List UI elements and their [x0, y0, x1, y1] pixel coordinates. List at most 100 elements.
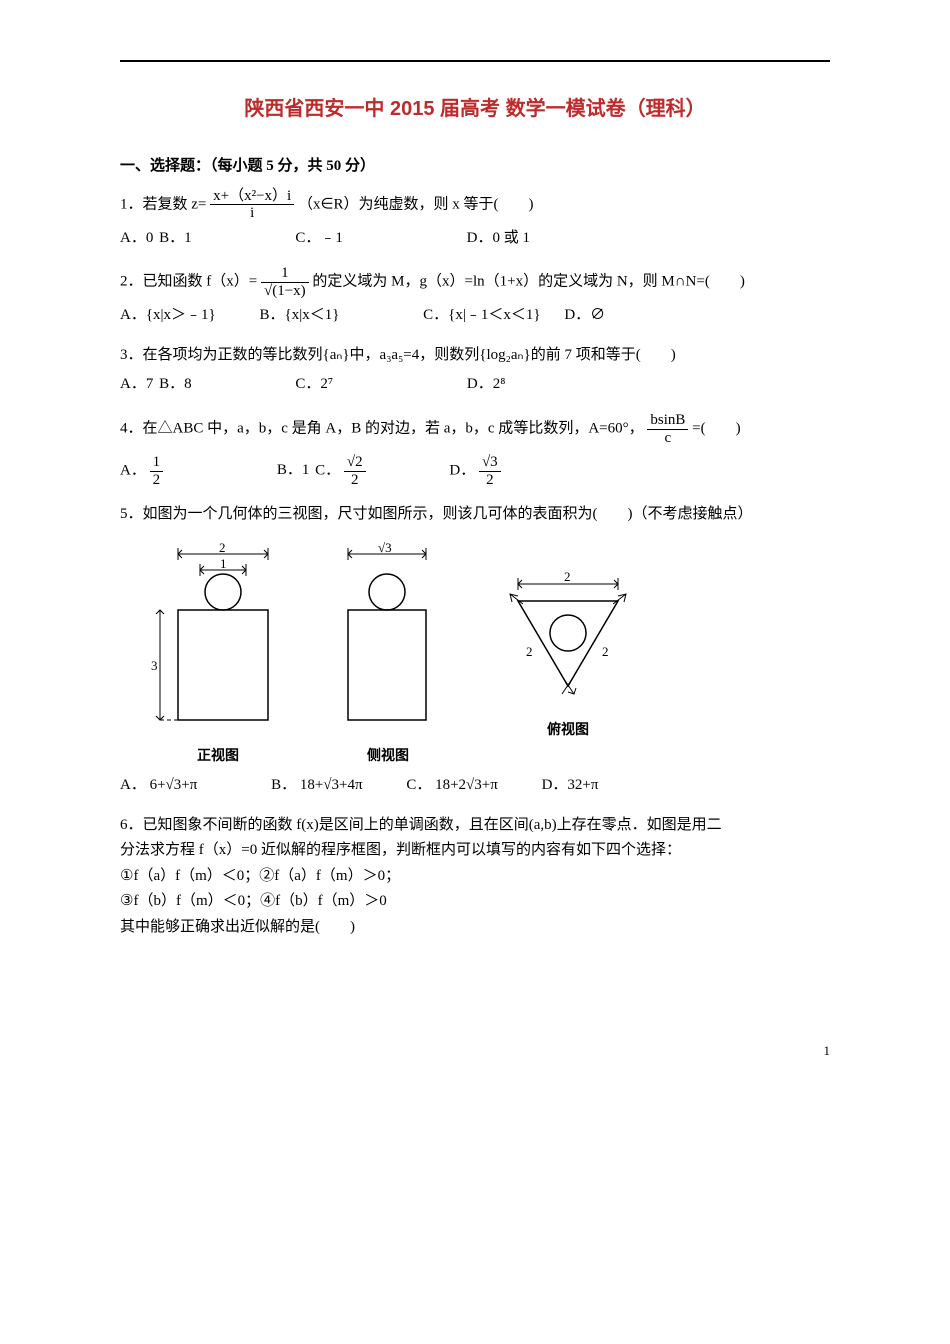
q5-a-label: A．	[120, 777, 146, 793]
q6-line2: 分法求方程 f（x）=0 近似解的程序框图，判断框内可以填写的内容有如下四个选择…	[120, 838, 830, 864]
q1-choice-c: C．﹣1	[295, 226, 343, 252]
q3-choice-a: A．7	[120, 372, 153, 398]
q5-b-expr: 18+√3+4π	[300, 777, 363, 793]
top-rule	[120, 60, 830, 62]
side-view-box: √3 侧视图	[328, 542, 448, 769]
q6-line1: 6．已知图象不间断的函数 f(x)是区间上的单调函数，且在区间(a,b)上存在零…	[120, 813, 830, 839]
q5-c-expr: 18+2√3+π	[435, 777, 498, 793]
side-dim-sqrt3: √3	[378, 542, 392, 555]
side-circle	[369, 574, 405, 610]
front-view-svg: 2 1 3	[148, 542, 288, 732]
q2-frac-den: √(1−x)	[261, 283, 309, 300]
q3-choice-c: C．2⁷	[295, 372, 333, 398]
q2-choice-c: C．{x|﹣1＜x＜1}	[423, 303, 540, 329]
q4-choice-c: C． √2 2	[315, 454, 366, 488]
q4-choice-b: B．1	[277, 458, 310, 484]
q2-choice-b: B．{x|x＜1}	[260, 303, 340, 329]
q4-c-label: C．	[315, 463, 340, 479]
question-5: 5．如图为一个几何体的三视图，尺寸如图所示，则该几可体的表面积为( )（不考虑接…	[120, 502, 830, 798]
side-rect	[348, 610, 426, 720]
q4-choice-a: A． 1 2	[120, 454, 163, 488]
q6-line5: 其中能够正确求出近似解的是( )	[120, 915, 830, 941]
q4-frac-den: c	[647, 430, 688, 447]
q5-a-expr: 6+√3+π	[150, 777, 198, 793]
question-1: 1．若复数 z= x+（x²−x）i i （x∈R）为纯虚数，则 x 等于( )…	[120, 188, 830, 252]
q4-c-den: 2	[344, 472, 366, 489]
q2-prefix: 2．已知函数	[120, 274, 203, 290]
q5-choice-a: A． 6+√3+π	[120, 773, 197, 799]
q2-choice-d: D．∅	[564, 303, 605, 329]
question-6: 6．已知图象不间断的函数 f(x)是区间上的单调函数，且在区间(a,b)上存在零…	[120, 813, 830, 941]
question-4: 4．在△ABC 中，a，b，c 是角 A，B 的对边，若 a，b，c 成等比数列…	[120, 412, 830, 488]
q4-fraction: bsinB c	[647, 412, 688, 446]
q1-fraction: x+（x²−x）i i	[210, 188, 294, 222]
q4-a-frac: 1 2	[150, 454, 164, 488]
top-circle	[550, 615, 586, 651]
front-dim-2: 2	[219, 542, 226, 555]
q5-b-label: B．	[271, 777, 296, 793]
q4-a-label: A．	[120, 463, 146, 479]
q4-d-num: √3	[479, 454, 501, 472]
top-view-caption: 俯视图	[488, 719, 648, 743]
q4-prefix: 4．在△ABC 中，a，b，c 是角 A，B 的对边，若 a，b，c 成等比数列…	[120, 421, 644, 437]
q4-c-num: √2	[344, 454, 366, 472]
three-view-diagram: 2 1 3	[148, 542, 830, 769]
page-title: 陕西省西安一中 2015 届高考 数学一模试卷（理科）	[120, 92, 830, 126]
q1-choices: A．0 B．1 C．﹣1 D．0 或 1	[120, 226, 830, 252]
q4-frac-num: bsinB	[647, 412, 688, 430]
q5-choice-d: D．32+π	[542, 773, 599, 799]
side-view-svg: √3	[328, 542, 448, 732]
q4-choice-d: D． √3 2	[449, 454, 500, 488]
q2-choice-a: A．{x|x＞﹣1}	[120, 303, 216, 329]
front-view-caption: 正视图	[148, 745, 288, 769]
q4-choices: A． 1 2 B．1 C． √2 2 D． √3 2	[120, 454, 830, 488]
q4-a-den: 2	[150, 472, 164, 489]
q1-choice-d: D．0 或 1	[467, 226, 530, 252]
q2-mid: 的定义域为 M，g（x）=ln（1+x）的定义域为 N，则 M∩N=( )	[312, 274, 744, 290]
q1-prefix: 1．若复数	[120, 196, 188, 212]
q1-frac-num: x+（x²−x）i	[210, 188, 294, 206]
q2-choices: A．{x|x＞﹣1} B．{x|x＜1} C．{x|﹣1＜x＜1} D．∅	[120, 303, 830, 329]
front-dim-1: 1	[220, 556, 227, 571]
q3-stem: 3．在各项均为正数的等比数列{aₙ}中，a₃a₅=4，则数列{log₂aₙ}的前…	[120, 343, 830, 369]
section-1-heading: 一、选择题：（每小题 5 分，共 50 分）	[120, 154, 830, 180]
question-3: 3．在各项均为正数的等比数列{aₙ}中，a₃a₅=4，则数列{log₂aₙ}的前…	[120, 343, 830, 398]
q1-choice-b: B．1	[159, 226, 192, 252]
q5-choice-c: C． 18+2√3+π	[406, 773, 498, 799]
front-dim-3: 3	[151, 658, 158, 673]
q1-zeq: z=	[191, 196, 206, 212]
top-side1: 2	[526, 644, 533, 659]
front-rect	[178, 610, 268, 720]
q4-d-label: D．	[449, 463, 475, 479]
q3-choice-d: D．2⁸	[467, 372, 506, 398]
q5-c-label: C．	[406, 777, 431, 793]
q1-frac-den: i	[210, 205, 294, 222]
side-view-caption: 侧视图	[328, 745, 448, 769]
q4-d-frac: √3 2	[479, 454, 501, 488]
front-view-box: 2 1 3	[148, 542, 288, 769]
page-container: 陕西省西安一中 2015 届高考 数学一模试卷（理科） 一、选择题：（每小题 5…	[0, 0, 950, 1102]
top-view-box: 2 2 2 俯视图	[488, 566, 648, 743]
front-circle	[205, 574, 241, 610]
q6-line3: ①f（a）f（m）＜0；②f（a）f（m）＞0；	[120, 864, 830, 890]
q3-choice-b: B．8	[159, 372, 192, 398]
q5-stem: 5．如图为一个几何体的三视图，尺寸如图所示，则该几可体的表面积为( )（不考虑接…	[120, 502, 830, 528]
q5-choice-b: B． 18+√3+4π	[271, 773, 363, 799]
q4-a-num: 1	[150, 454, 164, 472]
q3-choices: A．7 B．8 C．2⁷ D．2⁸	[120, 372, 830, 398]
q1-suffix: （x∈R）为纯虚数，则 x 等于( )	[298, 196, 534, 212]
q1-choice-a: A．0	[120, 226, 153, 252]
q2-fraction: 1 √(1−x)	[261, 265, 309, 299]
top-side2: 2	[602, 644, 609, 659]
q4-d-den: 2	[479, 472, 501, 489]
top-dim-top: 2	[564, 569, 571, 584]
q6-line4: ③f（b）f（m）＜0；④f（b）f（m）＞0	[120, 889, 830, 915]
q5-choices: A． 6+√3+π B． 18+√3+4π C． 18+2√3+π D．32+π	[120, 773, 830, 799]
page-number: 1	[120, 1040, 830, 1062]
q4-suffix: =( )	[692, 421, 740, 437]
q2-frac-num: 1	[261, 265, 309, 283]
q4-c-frac: √2 2	[344, 454, 366, 488]
q2-fx: f（x）=	[206, 274, 257, 290]
question-2: 2．已知函数 f（x）= 1 √(1−x) 的定义域为 M，g（x）=ln（1+…	[120, 265, 830, 329]
top-view-svg: 2 2 2	[488, 566, 648, 706]
